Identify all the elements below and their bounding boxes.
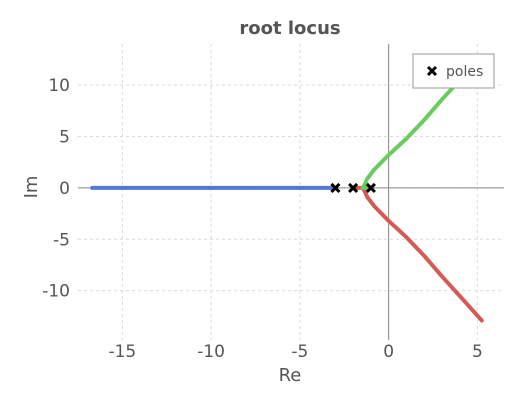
locus-branch-2 [351, 185, 484, 323]
x-axis-title: Re [279, 365, 302, 386]
y-tick-label: 0 [59, 179, 70, 199]
tick-labels: -15 -10 -5 0 5 -10 -5 0 5 10 [42, 76, 483, 362]
x-tick-label: -10 [197, 342, 225, 362]
pole-markers [330, 182, 376, 193]
y-tick-label: 5 [59, 128, 70, 148]
legend-label-poles: poles [446, 64, 483, 80]
pole-marker [348, 182, 359, 193]
locus-branch-3 [360, 82, 459, 190]
y-axis-title: Im [21, 176, 42, 199]
y-tick-label: -10 [42, 282, 70, 302]
x-tick-label: -15 [108, 342, 136, 362]
x-tick-label: -5 [291, 342, 308, 362]
pole-marker [365, 182, 376, 193]
pole-marker [330, 182, 341, 193]
x-tick-label: 0 [383, 342, 394, 362]
legend: poles [412, 53, 495, 89]
chart-title: root locus [239, 18, 340, 39]
legend-poles-marker [426, 65, 438, 77]
series-lines [90, 82, 484, 323]
legend-box [412, 53, 495, 89]
x-tick-label: 5 [472, 342, 483, 362]
y-tick-label: 10 [48, 76, 70, 96]
y-tick-label: -5 [53, 230, 70, 250]
